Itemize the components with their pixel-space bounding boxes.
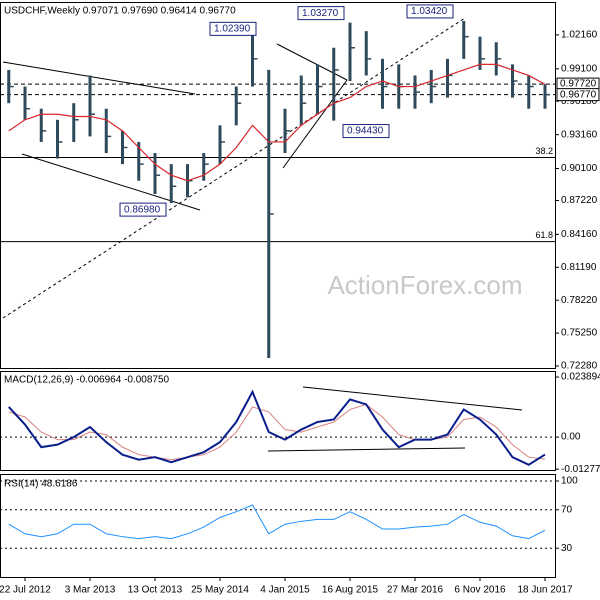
trendline [302, 386, 523, 411]
y-tick-label: 0.72280 [561, 361, 598, 372]
y-tick-label: 0.84160 [561, 229, 598, 240]
y-tick-label: 70 [561, 504, 573, 515]
y-tick-label: 30 [561, 543, 573, 554]
fib-label: 61.8 [535, 230, 553, 240]
annotation-box [209, 21, 257, 36]
y-tick-label: 0.78220 [561, 295, 598, 306]
rsi-title: RSI(14) 48.6186 [4, 479, 78, 490]
values-line [8, 504, 546, 540]
x-tick-label: 22 Jul 2012 [0, 585, 51, 596]
x-tick-label: 13 Oct 2013 [128, 585, 183, 596]
y-tick-label: 0.90100 [561, 163, 598, 174]
y-tick-label: 0.00 [561, 432, 581, 443]
trendline [267, 447, 466, 452]
x-tick-label: 25 May 2014 [191, 585, 249, 596]
annotation: 1.03420 [411, 6, 448, 17]
trendline [2, 61, 196, 95]
annotation: 0.86980 [124, 204, 161, 215]
x-tick-label: 27 Mar 2016 [387, 585, 444, 596]
y-tick-label: 0.93160 [561, 129, 598, 140]
trendlines [2, 17, 523, 452]
macd-panel [0, 371, 556, 471]
y-tick-label: 0.81190 [561, 262, 597, 273]
annotation-box [297, 6, 345, 21]
macd-line [8, 389, 546, 466]
price-title: USDCHF,Weekly 0.97071 0.97690 0.96414 0.… [4, 6, 236, 17]
rsi-panel [0, 474, 556, 578]
y-tick-label: 0.75250 [561, 328, 598, 339]
trendline [2, 17, 466, 319]
trendline [282, 79, 348, 169]
y-tick-label: 1.02160 [561, 30, 598, 41]
annotation: 1.03270 [302, 8, 339, 19]
fib-label: 38.2 [535, 146, 553, 156]
level-label: 0.97720 [560, 79, 597, 90]
annotation-box [342, 124, 390, 139]
x-tick-label: 6 Nov 2016 [454, 585, 506, 596]
x-tick-label: 18 Jun 2017 [517, 585, 572, 596]
y-tick-label: 0.99100 [561, 63, 598, 74]
y-tick-label: -0.012772 [561, 464, 600, 475]
annotation-box [406, 4, 454, 19]
y-tick-label: 0.87220 [561, 195, 598, 206]
y-tick-label: 0.023894 [561, 372, 600, 383]
annotation: 1.02390 [214, 24, 251, 35]
trendline [21, 153, 201, 211]
y-tick-label: 0.96180 [561, 96, 598, 107]
level-box [556, 88, 600, 102]
trendline [276, 43, 348, 81]
signal-line [8, 403, 546, 461]
annotation: 0.94430 [347, 126, 384, 137]
annotation-box [119, 202, 167, 217]
price-panel [0, 2, 556, 369]
x-tick-label: 3 Mar 2013 [65, 585, 116, 596]
macd-title: MACD(12,26,9) -0.006964 -0.008750 [4, 375, 170, 386]
x-tick-label: 16 Aug 2015 [322, 585, 379, 596]
y-tick-label: 100 [561, 476, 578, 487]
ma-line [8, 63, 546, 182]
level-label: 0.96770 [560, 89, 597, 100]
x-tick-label: 4 Jan 2015 [260, 585, 310, 596]
watermark: ActionForex.com [327, 270, 522, 300]
